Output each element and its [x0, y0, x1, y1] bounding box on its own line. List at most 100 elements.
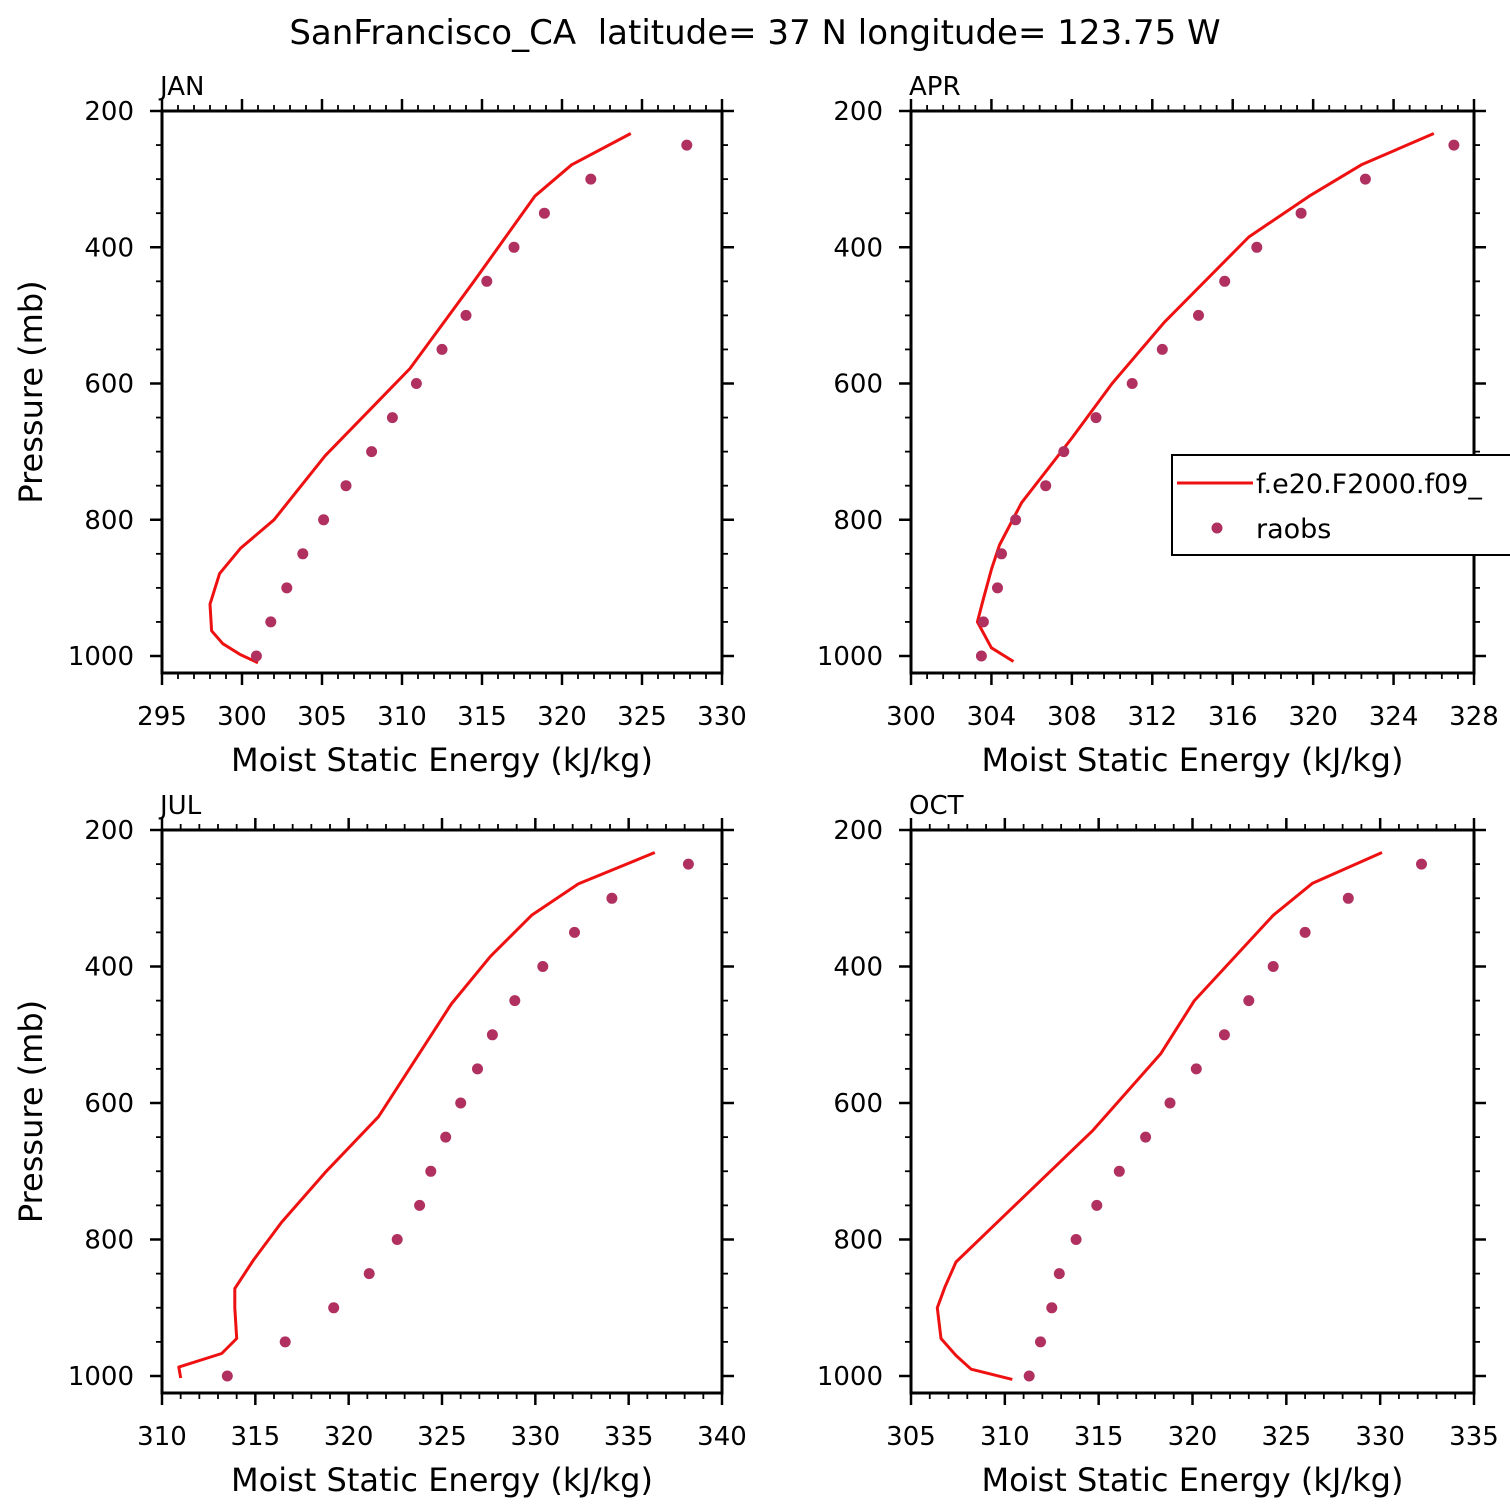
x-tick-label: 315 — [457, 702, 507, 732]
plot-frame — [160, 828, 724, 1395]
obs-point — [537, 961, 549, 972]
y-tick-label: 400 — [833, 953, 883, 983]
obs-point — [682, 858, 694, 870]
y-axis-label: Pressure (mb) — [12, 1000, 50, 1223]
obs-point — [508, 241, 520, 253]
x-tick-label: 330 — [1355, 1422, 1405, 1452]
panel-title: OCT — [909, 791, 964, 821]
obs-point — [279, 1336, 291, 1348]
panel-apr: APR 300 304 308 312 316 320 324 328 200 400 600 800 1… — [817, 72, 1499, 779]
obs-point — [1299, 926, 1311, 938]
obs-point — [569, 926, 580, 938]
panel-jan: JAN 295 300 305 310 315 320 325 330 200 400 600 800 1… — [12, 72, 747, 779]
x-tick-label: 316 — [1208, 702, 1258, 732]
x-tick-label: 325 — [617, 702, 667, 732]
obs-point — [1040, 480, 1052, 492]
x-tick-label: 305 — [297, 702, 347, 732]
obs-point — [265, 616, 277, 628]
x-tick-label: 320 — [1168, 1422, 1218, 1452]
plot-frame — [160, 109, 724, 675]
x-tick-label: 310 — [377, 702, 427, 732]
obs-point — [992, 582, 1003, 594]
panel-title: JUL — [158, 791, 202, 821]
x-tick-label: 304 — [967, 702, 1017, 732]
x-tick-label: 315 — [1074, 1422, 1124, 1452]
obs-point — [481, 275, 493, 287]
y-tick-label: 1000 — [817, 1362, 883, 1392]
legend-label-model: f.e20.F2000.f09_ — [1256, 469, 1482, 500]
figure-title: SanFrancisco_CA latitude= 37 N longitude… — [289, 13, 1220, 53]
plot-frame — [909, 828, 1476, 1395]
y-tick-label: 600 — [84, 370, 134, 400]
obs-point — [318, 514, 330, 526]
obs-point — [250, 650, 262, 662]
obs-point — [1126, 378, 1138, 389]
obs-point — [1359, 173, 1371, 185]
obs-point — [606, 892, 618, 904]
y-tick-label: 1000 — [817, 642, 883, 672]
panel-jul: JUL 310 315 320 325 330 335 340 200 400 600 800 1000… — [12, 791, 747, 1499]
x-tick-label: 335 — [604, 1422, 654, 1452]
x-tick-label: 310 — [980, 1422, 1030, 1452]
obs-point — [1046, 1302, 1058, 1314]
x-axis-label: Moist Static Energy (kJ/kg) — [231, 1461, 653, 1499]
obs-point — [472, 1063, 483, 1075]
obs-point — [1113, 1165, 1125, 1177]
obs-point — [366, 446, 378, 458]
y-tick-label: 600 — [833, 370, 883, 400]
obs-point — [455, 1097, 467, 1109]
legend-marker-swatch — [1211, 522, 1223, 534]
x-tick-label: 325 — [1262, 1422, 1312, 1452]
y-tick-label: 200 — [833, 97, 883, 127]
x-tick-label: 325 — [417, 1422, 467, 1452]
obs-point — [1035, 1336, 1046, 1348]
obs-point — [1219, 275, 1231, 287]
obs-point — [585, 173, 597, 185]
obs-point — [1164, 1097, 1176, 1109]
obs-point — [975, 650, 987, 662]
obs-point — [221, 1370, 233, 1382]
x-tick-label: 308 — [1047, 702, 1097, 732]
obs-point — [436, 343, 448, 355]
obs-point — [1267, 961, 1279, 972]
model-line — [208, 132, 632, 665]
obs-point — [1070, 1234, 1082, 1245]
y-tick-label: 400 — [84, 233, 134, 263]
x-tick-label: 305 — [886, 1422, 936, 1452]
panel-title: JAN — [158, 72, 204, 102]
x-tick-label: 335 — [1449, 1422, 1499, 1452]
panel-oct: OCT 305 310 315 320 325 330 335 200 400 600 800 1000… — [817, 791, 1499, 1499]
y-tick-label: 600 — [833, 1089, 883, 1119]
x-tick-label: 330 — [511, 1422, 561, 1452]
panel-title: APR — [909, 72, 961, 102]
obs-point — [340, 480, 352, 492]
obs-point — [509, 995, 521, 1007]
obs-point — [1023, 1370, 1035, 1382]
x-tick-label: 312 — [1127, 702, 1177, 732]
model-line — [935, 851, 1383, 1381]
obs-point — [410, 378, 422, 389]
obs-point — [1010, 514, 1022, 526]
x-tick-label: 300 — [886, 702, 936, 732]
legend-label-obs: raobs — [1256, 514, 1331, 545]
obs-point — [391, 1234, 403, 1245]
obs-point — [1295, 207, 1307, 219]
obs-point — [460, 309, 472, 321]
x-tick-label: 330 — [697, 702, 747, 732]
obs-point — [1342, 892, 1354, 904]
x-tick-label: 320 — [1288, 702, 1338, 732]
obs-point — [1156, 343, 1168, 355]
legend: f.e20.F2000.f09_ raobs — [1171, 454, 1510, 556]
y-tick-label: 800 — [833, 1226, 883, 1256]
y-tick-label: 800 — [84, 1226, 134, 1256]
x-axis-label: Moist Static Energy (kJ/kg) — [231, 741, 653, 779]
x-tick-label: 324 — [1369, 702, 1419, 732]
x-tick-label: 328 — [1449, 702, 1499, 732]
obs-point — [386, 412, 398, 424]
obs-point — [414, 1199, 426, 1211]
obs-point — [996, 548, 1007, 560]
y-tick-label: 800 — [84, 506, 134, 536]
obs-point — [977, 616, 989, 628]
x-axis-label: Moist Static Energy (kJ/kg) — [982, 1461, 1404, 1499]
obs-point — [425, 1165, 437, 1177]
